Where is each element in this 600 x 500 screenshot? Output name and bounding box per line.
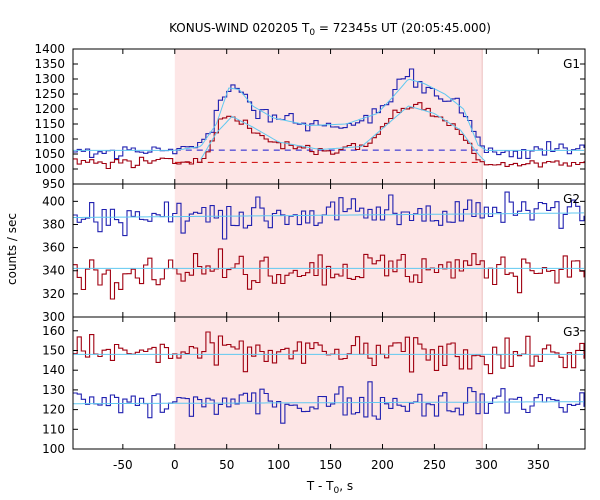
- y-tick-label: 1150: [34, 117, 65, 131]
- y-axis-label: counts / sec: [5, 213, 19, 285]
- y-tick-label: 300: [42, 310, 65, 324]
- x-tick-label: 350: [527, 458, 550, 472]
- histogram-g1-red: [73, 102, 585, 170]
- y-tick-label: 360: [42, 241, 65, 255]
- y-tick-label: 120: [42, 403, 65, 417]
- y-tick-label: 320: [42, 287, 65, 301]
- y-tick-label: 140: [42, 363, 65, 377]
- fit-curve-g2-2: [73, 212, 584, 218]
- y-tick-label: 1300: [34, 72, 65, 86]
- panel-label-g3: G3: [563, 325, 580, 339]
- y-tick-label: 380: [42, 217, 65, 231]
- panel-label-g1: G1: [563, 57, 580, 71]
- x-tick-label: 0: [171, 458, 179, 472]
- y-tick-label: 1400: [34, 42, 65, 56]
- fit-curve-g1-2: [73, 78, 584, 151]
- x-tick-label: -50: [113, 458, 133, 472]
- y-tick-label: 100: [42, 442, 65, 456]
- series-layer: [73, 68, 585, 424]
- y-tick-label: 160: [42, 324, 65, 338]
- fit-curve-g3-3: [73, 401, 584, 405]
- y-tick-label: 1000: [34, 162, 65, 176]
- panel-label-g2: G2: [563, 192, 580, 206]
- y-tick-label: 1350: [34, 57, 65, 71]
- histogram-g1-blue: [73, 68, 585, 160]
- text-layer: KONUS-WIND 020205 T0 = 72345s UT (20:05:…: [5, 21, 580, 496]
- chart-title: KONUS-WIND 020205 T0 = 72345s UT (20:05:…: [169, 21, 491, 38]
- y-tick-label: 1050: [34, 147, 65, 161]
- x-tick-label: 250: [423, 458, 446, 472]
- y-tick-label: 150: [42, 343, 65, 357]
- frame-layer: [72, 48, 586, 450]
- y-tick-label: 340: [42, 264, 65, 278]
- fit-curve-g1-3: [200, 105, 486, 162]
- x-tick-label: 100: [267, 458, 290, 472]
- y-tick-label: 950: [42, 177, 65, 191]
- histogram-g2-red: [73, 248, 585, 300]
- x-tick-label: 300: [475, 458, 498, 472]
- y-tick-label: 1250: [34, 87, 65, 101]
- y-tick-label: 400: [42, 194, 65, 208]
- x-tick-label: 50: [219, 458, 234, 472]
- histogram-g3-blue: [73, 381, 585, 424]
- x-tick-label: 200: [371, 458, 394, 472]
- y-tick-label: 110: [42, 422, 65, 436]
- panel-frame-g3: [72, 316, 586, 450]
- x-tick-label: 150: [319, 458, 342, 472]
- y-tick-label: 1200: [34, 102, 65, 116]
- x-axis-label: T - T0, s: [306, 479, 353, 496]
- y-tick-label: 1100: [34, 132, 65, 146]
- histogram-g2-blue: [73, 191, 585, 240]
- y-tick-label: 130: [42, 383, 65, 397]
